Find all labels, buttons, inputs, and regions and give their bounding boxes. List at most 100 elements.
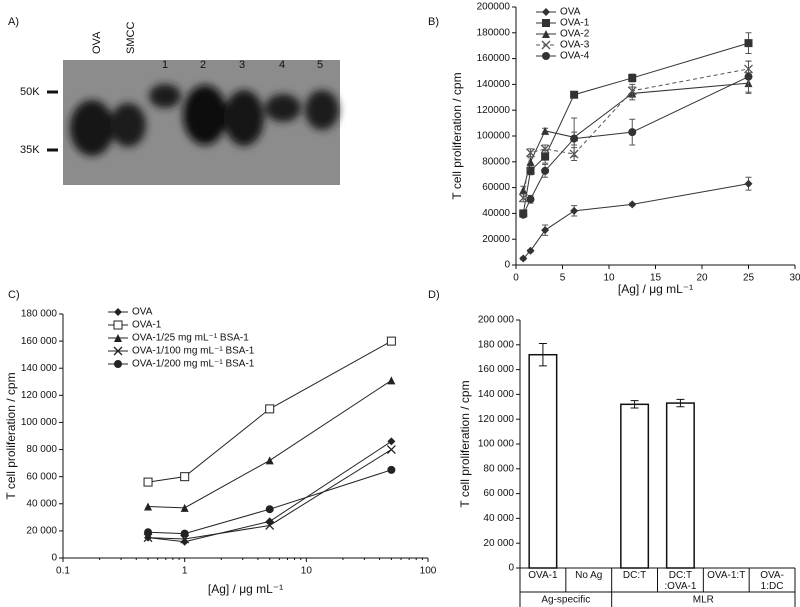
marker	[113, 320, 123, 330]
marker	[519, 210, 528, 219]
x-tick-label: 10	[301, 566, 313, 577]
marker	[144, 528, 153, 537]
marker	[519, 254, 528, 263]
marker	[744, 179, 753, 188]
marker	[526, 157, 535, 166]
x-axis-label: [Ag] / μg mL⁻¹	[618, 282, 693, 296]
error-bar	[538, 343, 547, 367]
y-tick-label: 60000	[482, 182, 510, 193]
series-line	[148, 469, 392, 535]
series-line	[522, 183, 749, 259]
marker	[570, 90, 579, 99]
legend-label: OVA-1	[132, 320, 162, 331]
marker	[570, 206, 579, 215]
marker	[518, 193, 528, 203]
marker	[180, 537, 189, 546]
panel-label: C)	[8, 289, 20, 301]
y-tick-label: 140 000	[478, 389, 515, 400]
marker	[114, 308, 122, 316]
marker	[387, 465, 396, 474]
x-tick-label: 1	[182, 566, 188, 577]
group-label: MLR	[693, 595, 714, 606]
lane-label: 3	[239, 59, 245, 71]
marker	[541, 126, 550, 135]
x-tick-label: 100	[420, 566, 437, 577]
y-tick-label: 0	[504, 260, 510, 271]
marker	[542, 30, 550, 38]
x-tick-label: 25	[743, 273, 755, 284]
y-tick-label: 160 000	[478, 364, 515, 375]
marker	[627, 86, 637, 96]
marker	[542, 52, 550, 60]
y-tick-label: 20 000	[26, 526, 57, 537]
y-tick-label: 120 000	[478, 414, 515, 425]
size-marker-label: 50K	[20, 86, 40, 98]
y-tick-label: 100 000	[478, 439, 515, 450]
legend-label: OVA-1/100 mg mL⁻¹ BSA-1	[132, 346, 255, 357]
marker	[541, 166, 550, 175]
legend-label: OVA-1	[560, 18, 590, 29]
marker	[386, 336, 396, 346]
y-tick-label: 120 000	[21, 390, 58, 401]
series-line	[522, 82, 749, 191]
bar	[620, 403, 650, 569]
y-tick-label: 180000	[477, 27, 511, 38]
y-tick-label: 20000	[482, 234, 510, 245]
marker	[744, 39, 753, 48]
lane-label: 1	[162, 59, 168, 71]
marker	[386, 445, 396, 455]
marker	[180, 503, 189, 512]
y-tick-label: 140 000	[21, 363, 58, 374]
marker	[542, 19, 550, 27]
marker	[387, 437, 396, 446]
legend-label: OVA	[560, 7, 581, 18]
gel-bands	[70, 84, 339, 156]
size-marker-label: 35K	[20, 144, 40, 156]
y-axis-label: T cell proliferation / cpm	[458, 380, 472, 507]
x-tick-label: DC:T	[622, 570, 647, 581]
x-tick-label: 20	[696, 273, 708, 284]
x-tick-label: 10	[603, 273, 615, 284]
legend-label: OVA-3	[560, 40, 590, 51]
x-tick-label: No Ag	[575, 570, 603, 581]
lane-label: SMCC	[125, 22, 137, 54]
error-bar	[676, 398, 685, 408]
legend-label: OVA	[132, 307, 153, 318]
series-line	[522, 42, 749, 214]
y-tick-label: 140000	[477, 79, 511, 90]
y-tick-label: 180 000	[478, 339, 515, 350]
marker	[143, 477, 153, 487]
y-tick-label: 80000	[482, 156, 510, 167]
y-tick-label: 100000	[477, 131, 511, 142]
marker	[114, 334, 122, 342]
marker	[114, 360, 122, 368]
panel-label: B)	[428, 16, 439, 28]
marker	[526, 246, 535, 255]
marker	[526, 166, 535, 175]
x-tick-label: OVA-1:T	[707, 570, 746, 581]
marker	[113, 346, 123, 356]
x-tick-label: OVA-1:DC	[760, 570, 784, 592]
x-tick-label: 0.1	[56, 566, 70, 577]
legend-label: OVA-2	[560, 29, 590, 40]
marker	[628, 200, 637, 209]
marker	[541, 152, 550, 161]
legend-label: OVA-1/25 mg mL⁻¹ BSA-1	[132, 333, 249, 344]
marker	[541, 40, 551, 50]
y-axis-label: T cell proliferation / cpm	[4, 372, 18, 499]
marker	[540, 144, 550, 154]
legend-label: OVA-1/200 mg mL⁻¹ BSA-1	[132, 359, 255, 370]
series-line	[147, 340, 392, 483]
bar	[528, 353, 558, 569]
series-line	[148, 380, 392, 509]
marker	[519, 186, 528, 195]
lane-label: 4	[279, 59, 285, 71]
panel-label: D)	[428, 289, 440, 301]
series-line	[522, 68, 749, 198]
marker	[144, 502, 153, 511]
marker	[265, 505, 274, 514]
x-tick-label: OVA-1	[528, 570, 558, 581]
x-tick-label: 0	[513, 273, 519, 284]
y-tick-label: 0	[508, 563, 514, 574]
